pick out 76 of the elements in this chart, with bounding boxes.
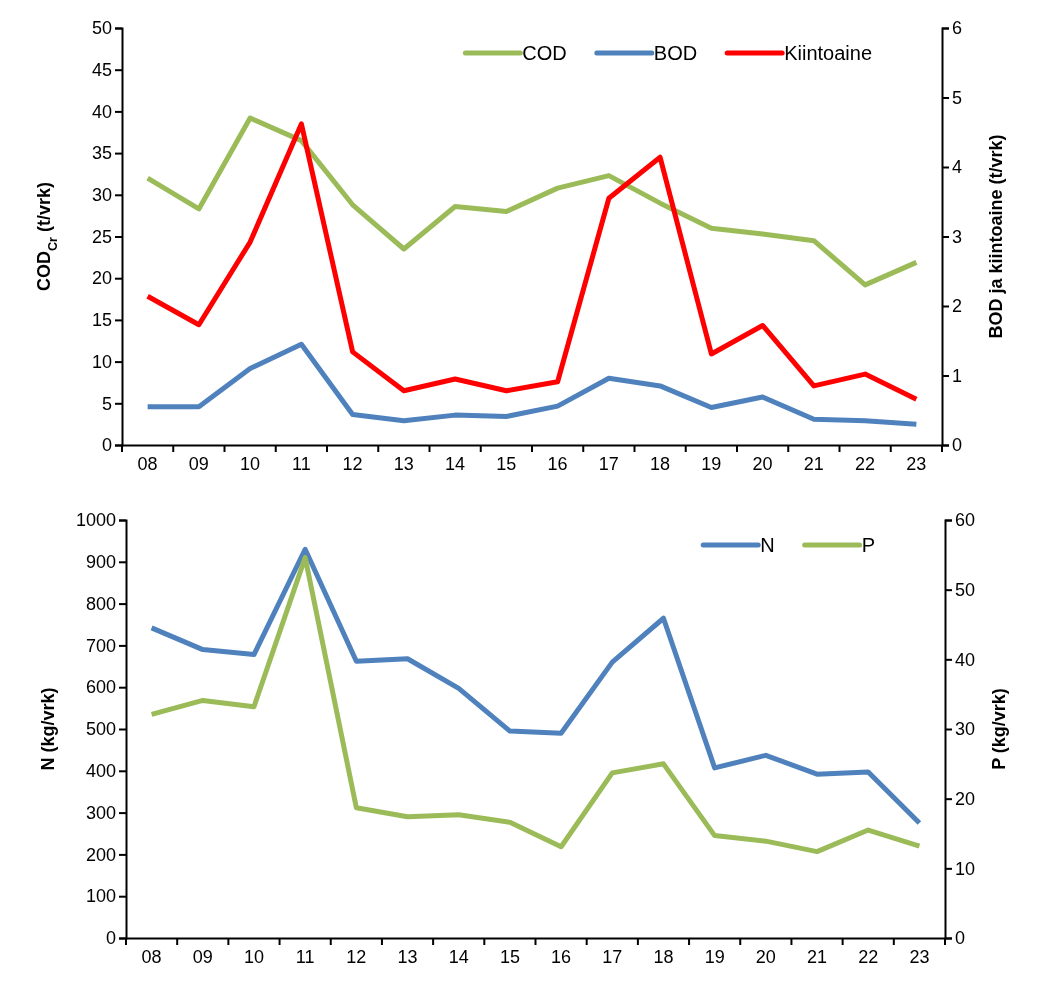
x-tick-label: 08 bbox=[141, 946, 162, 967]
y-tick-label: 30 bbox=[91, 185, 112, 206]
y-tick-label: 900 bbox=[85, 552, 116, 573]
x-tick-label: 20 bbox=[752, 453, 773, 474]
y2-tick-label: 60 bbox=[955, 510, 976, 531]
x-tick-label: 14 bbox=[448, 946, 469, 967]
x-tick-label: 23 bbox=[906, 453, 927, 474]
x-tick-label: 13 bbox=[397, 946, 418, 967]
y-tick-label: 25 bbox=[91, 226, 112, 247]
x-tick-label: 22 bbox=[855, 453, 876, 474]
x-tick-label: 08 bbox=[137, 453, 158, 474]
y2-tick-label: 20 bbox=[955, 788, 976, 809]
y2-tick-label: 4 bbox=[952, 157, 963, 178]
x-tick-label: 12 bbox=[346, 946, 367, 967]
y-tick-label: 35 bbox=[91, 143, 112, 164]
x-tick-label: 11 bbox=[292, 453, 311, 474]
y-tick-label: 15 bbox=[91, 310, 112, 331]
x-tick-label: 16 bbox=[547, 453, 568, 474]
y2-tick-label: 5 bbox=[952, 87, 963, 108]
y2-tick-label: 1 bbox=[952, 365, 963, 386]
y-tick-label: 200 bbox=[85, 844, 116, 865]
y2-tick-label: 40 bbox=[955, 649, 976, 670]
x-tick-label: 09 bbox=[188, 453, 209, 474]
y-tick-label: 45 bbox=[91, 59, 112, 80]
y-tick-label: 0 bbox=[105, 928, 116, 949]
y-tick-label: 100 bbox=[85, 886, 116, 907]
y-axis-title: N (kg/vrk) bbox=[38, 687, 58, 771]
x-tick-label: 18 bbox=[653, 946, 674, 967]
x-tick-label: 09 bbox=[192, 946, 213, 967]
legend-label: BOD bbox=[653, 42, 698, 64]
x-tick-label: 19 bbox=[701, 453, 722, 474]
y-tick-label: 40 bbox=[91, 101, 112, 122]
x-tick-label: 20 bbox=[755, 946, 776, 967]
y-tick-label: 400 bbox=[85, 761, 116, 782]
y-tick-label: 800 bbox=[85, 593, 116, 614]
x-tick-label: 10 bbox=[240, 453, 261, 474]
y2-tick-label: 2 bbox=[952, 296, 963, 317]
x-tick-label: 21 bbox=[807, 946, 828, 967]
x-tick-label: 21 bbox=[803, 453, 824, 474]
x-tick-label: 18 bbox=[650, 453, 671, 474]
x-tick-label: 13 bbox=[393, 453, 414, 474]
x-tick-label: 16 bbox=[551, 946, 572, 967]
x-tick-label: 15 bbox=[496, 453, 517, 474]
y-tick-label: 700 bbox=[85, 635, 116, 656]
y2-axis-title: P (kg/vrk) bbox=[989, 688, 1009, 770]
y2-tick-label: 30 bbox=[955, 719, 976, 740]
y2-tick-label: 10 bbox=[955, 858, 976, 879]
y-tick-label: 1000 bbox=[75, 510, 116, 531]
y-tick-label: 300 bbox=[85, 802, 116, 823]
y2-axis-title: BOD ja kiintoaine (t/vrk) bbox=[986, 134, 1006, 339]
x-tick-label: 12 bbox=[342, 453, 363, 474]
legend-label: N bbox=[760, 534, 775, 556]
y2-tick-label: 50 bbox=[955, 579, 976, 600]
y-tick-label: 5 bbox=[101, 393, 112, 414]
y2-tick-label: 0 bbox=[952, 435, 963, 456]
y-tick-label: 50 bbox=[91, 18, 112, 39]
x-tick-label: 14 bbox=[445, 453, 466, 474]
y-tick-label: 0 bbox=[101, 435, 112, 456]
x-tick-label: 23 bbox=[909, 946, 930, 967]
x-tick-label: 19 bbox=[704, 946, 725, 967]
x-tick-label: 15 bbox=[499, 946, 520, 967]
y-tick-label: 20 bbox=[91, 268, 112, 289]
legend-label: Kiintoaine bbox=[784, 42, 872, 64]
x-tick-label: 22 bbox=[858, 946, 879, 967]
y2-tick-label: 3 bbox=[952, 226, 963, 247]
x-tick-label: 11 bbox=[295, 946, 315, 967]
y2-tick-label: 0 bbox=[955, 928, 966, 949]
y-tick-label: 500 bbox=[85, 719, 116, 740]
x-tick-label: 10 bbox=[243, 946, 264, 967]
y2-tick-label: 6 bbox=[952, 18, 963, 39]
y-tick-label: 600 bbox=[85, 677, 116, 698]
x-tick-label: 17 bbox=[602, 946, 623, 967]
y-tick-label: 10 bbox=[91, 351, 112, 372]
x-tick-label: 17 bbox=[598, 453, 619, 474]
legend-label: P bbox=[861, 534, 875, 556]
legend-label: COD bbox=[522, 42, 567, 64]
